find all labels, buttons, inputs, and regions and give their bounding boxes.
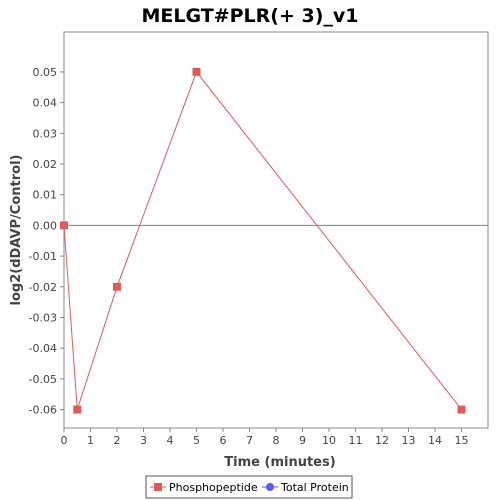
y-tick-label: 0.05 bbox=[33, 66, 58, 79]
data-point bbox=[60, 221, 68, 230]
legend-box bbox=[145, 475, 353, 499]
x-tick-label: 11 bbox=[349, 434, 363, 447]
x-tick-label: 14 bbox=[428, 434, 442, 447]
y-tick-label: -0.06 bbox=[29, 404, 57, 417]
y-tick-label: 0.01 bbox=[33, 189, 58, 202]
x-tick-label: 10 bbox=[322, 434, 336, 447]
y-tick-label: 0.02 bbox=[33, 158, 58, 171]
x-tick-label: 4 bbox=[167, 434, 174, 447]
x-tick-label: 5 bbox=[193, 434, 200, 447]
x-tick-label: 3 bbox=[140, 434, 147, 447]
x-tick-label: 1 bbox=[87, 434, 94, 447]
x-tick-label: 15 bbox=[455, 434, 469, 447]
x-axis-label: Time (minutes) bbox=[224, 455, 335, 470]
data-point bbox=[457, 405, 466, 414]
y-axis: 0.05 0.04 0.03 0.02 0.01 0.00 -0.01 -0.02 -0.03 -… bbox=[29, 66, 64, 417]
legend: Phosphopeptide Total Protein bbox=[145, 475, 353, 499]
legend-phosphopeptide-marker bbox=[154, 483, 162, 491]
y-tick-label: -0.03 bbox=[29, 311, 57, 324]
y-tick-label: -0.01 bbox=[29, 250, 57, 263]
x-axis: 0 1 2 3 4 5 6 7 8 9 10 11 12 13 14 15 bbox=[61, 428, 469, 447]
x-tick-label: 8 bbox=[273, 434, 280, 447]
y-axis-label: log2(dDAVP/Control) bbox=[9, 155, 24, 306]
data-point bbox=[192, 67, 201, 76]
data-point bbox=[73, 405, 82, 414]
x-tick-label: 0 bbox=[61, 434, 68, 447]
y-tick-label: 0.04 bbox=[33, 97, 58, 110]
data-point bbox=[113, 282, 121, 291]
x-tick-label: 6 bbox=[220, 434, 227, 447]
y-tick-label: -0.05 bbox=[29, 373, 57, 386]
x-tick-label: 7 bbox=[246, 434, 253, 447]
chart-title: MELGT#PLR(+ 3)_v1 bbox=[141, 5, 358, 27]
plot-area bbox=[63, 31, 489, 429]
x-tick-label: 2 bbox=[114, 434, 121, 447]
y-tick-label: -0.02 bbox=[29, 281, 57, 294]
x-tick-label: 13 bbox=[402, 434, 416, 447]
y-tick-label: 0.03 bbox=[33, 127, 58, 140]
y-tick-label: -0.04 bbox=[29, 342, 57, 355]
y-tick-label: 0.00 bbox=[33, 219, 58, 232]
legend-total-protein-marker bbox=[266, 483, 274, 491]
series-layer bbox=[60, 67, 466, 414]
legend-total-protein-label: Total Protein bbox=[280, 481, 349, 494]
x-tick-label: 12 bbox=[375, 434, 389, 447]
x-tick-label: 9 bbox=[299, 434, 306, 447]
legend-phosphopeptide-label: Phosphopeptide bbox=[169, 481, 258, 494]
